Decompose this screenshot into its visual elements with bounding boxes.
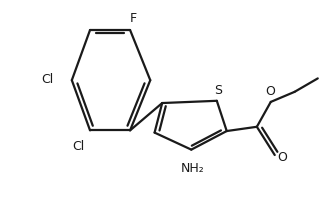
Text: Cl: Cl [41, 73, 54, 86]
Text: O: O [265, 85, 275, 98]
Text: S: S [214, 84, 222, 97]
Text: NH₂: NH₂ [181, 162, 205, 175]
Text: O: O [277, 151, 287, 164]
Text: F: F [130, 12, 137, 25]
Text: Cl: Cl [72, 140, 85, 153]
